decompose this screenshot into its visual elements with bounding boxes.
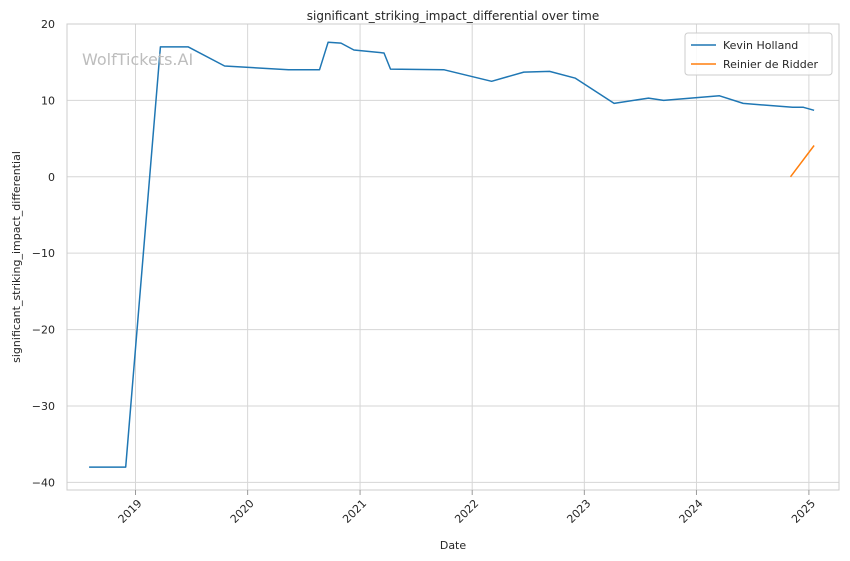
- data-point: [159, 45, 162, 48]
- y-tick-label: 10: [41, 94, 55, 107]
- data-point: [574, 77, 577, 80]
- data-point: [718, 94, 721, 97]
- x-tick-label: 2025: [789, 497, 818, 526]
- data-point: [124, 466, 127, 469]
- data-point: [443, 68, 446, 71]
- data-point: [327, 41, 330, 44]
- legend-label: Kevin Holland: [723, 39, 798, 52]
- data-point: [789, 175, 792, 178]
- y-tick-label: −30: [32, 400, 55, 413]
- data-point: [340, 42, 343, 45]
- x-tick-label: 2024: [677, 497, 706, 526]
- x-tick-label: 2021: [340, 497, 369, 526]
- data-point: [662, 99, 665, 102]
- data-point: [88, 466, 91, 469]
- data-point: [383, 52, 386, 55]
- data-point: [613, 102, 616, 105]
- x-axis-label: Date: [440, 539, 467, 552]
- data-point: [548, 70, 551, 73]
- data-point: [352, 48, 355, 51]
- x-tick-label: 2019: [116, 497, 145, 526]
- chart-title: significant_striking_impact_differential…: [307, 9, 599, 23]
- legend-box: [684, 32, 833, 76]
- data-point: [187, 45, 190, 48]
- x-tick-label: 2023: [564, 497, 593, 526]
- x-tick-label: 2020: [228, 497, 257, 526]
- data-point: [742, 102, 745, 105]
- series-line-1: [789, 145, 815, 178]
- data-point: [647, 97, 650, 100]
- data-point: [490, 80, 493, 83]
- y-tick-label: 0: [48, 171, 55, 184]
- data-point: [813, 144, 816, 147]
- x-tick-label: 2022: [452, 497, 481, 526]
- data-point: [791, 106, 794, 109]
- data-point: [287, 68, 290, 71]
- y-tick-label: 20: [41, 18, 55, 31]
- y-tick-label: −10: [32, 247, 55, 260]
- series-lines: [88, 41, 816, 469]
- data-point: [522, 71, 525, 74]
- grid: [67, 23, 839, 490]
- data-point: [802, 106, 805, 109]
- data-point: [389, 68, 392, 71]
- series-line-0: [89, 41, 815, 468]
- y-axis-label: significant_striking_impact_differential: [10, 151, 23, 363]
- y-tick-label: −20: [32, 324, 55, 337]
- data-point: [223, 65, 226, 68]
- plot-frame: [66, 23, 840, 491]
- data-point: [813, 109, 816, 112]
- legend-label: Reinier de Ridder: [723, 58, 818, 71]
- axis-ticks: 2019 2020 2021 2022 2023 2024 2025 20 10 0 −10 −20 −…: [32, 18, 818, 526]
- watermark-text: WolfTickets.AI: [82, 50, 193, 69]
- legend: Kevin Holland Reinier de Ridder: [684, 32, 833, 76]
- data-point: [318, 68, 321, 71]
- y-tick-label: −40: [32, 476, 55, 489]
